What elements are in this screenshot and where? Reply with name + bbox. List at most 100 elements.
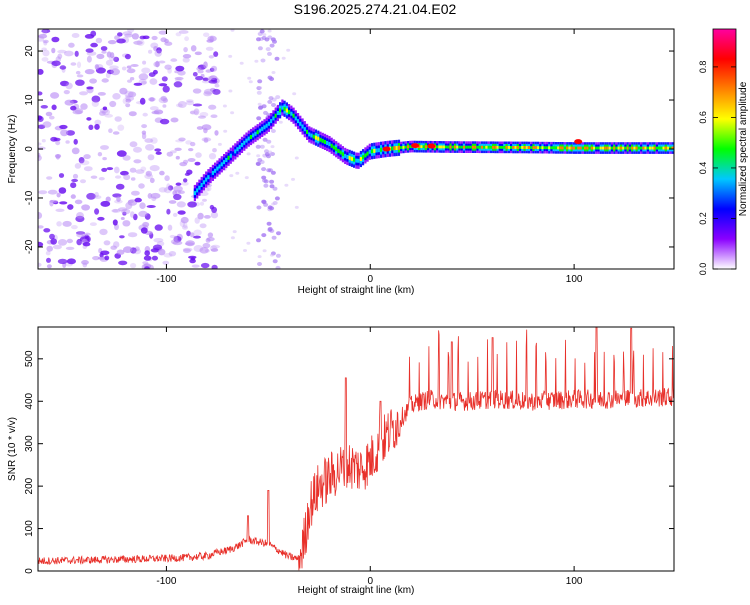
noise-speckle — [57, 53, 63, 60]
ridge-core — [301, 124, 304, 129]
noise-speckle — [178, 30, 189, 34]
ridge-core — [498, 145, 501, 149]
noise-speckle — [159, 170, 165, 176]
noise-speckle — [46, 257, 51, 263]
noise-speckle — [208, 104, 217, 110]
noise-speckle — [127, 232, 138, 238]
noise-speckle — [106, 51, 112, 58]
noise-speckle — [125, 95, 135, 102]
noise-speckle — [176, 103, 183, 108]
noise-speckle — [257, 31, 263, 36]
noise-speckle — [210, 114, 218, 118]
noise-speckle — [172, 212, 178, 217]
noise-speckle — [125, 202, 133, 210]
ridge-core — [487, 145, 490, 149]
noise-speckle — [122, 31, 133, 36]
noise-speckle — [58, 173, 65, 178]
noise-speckle — [66, 238, 74, 244]
ridge-core — [355, 158, 358, 163]
noise-speckle — [66, 258, 76, 265]
noise-speckle — [204, 215, 211, 219]
noise-speckle — [260, 58, 266, 63]
ridge-core — [341, 152, 344, 157]
noise-speckle — [131, 190, 140, 196]
noise-speckle — [147, 193, 153, 199]
noise-speckle — [184, 36, 190, 42]
ridge-core — [366, 151, 369, 156]
noise-speckle — [118, 260, 128, 266]
noise-speckle — [112, 208, 119, 213]
noise-speckle — [268, 96, 274, 101]
noise-speckle — [147, 154, 155, 161]
ridge-core — [557, 146, 560, 150]
ridge-core — [247, 136, 250, 141]
noise-speckle — [46, 245, 53, 252]
ridge-core — [276, 111, 279, 115]
noise-speckle — [42, 121, 52, 128]
noise-speckle — [154, 148, 162, 152]
noise-speckle — [156, 47, 162, 54]
noise-speckle — [132, 248, 142, 255]
noise-speckle — [153, 238, 164, 243]
noise-speckle — [67, 204, 74, 210]
noise-speckle — [100, 250, 110, 256]
noise-speckle — [163, 186, 172, 194]
ridge-core — [460, 145, 463, 149]
noise-speckle — [75, 79, 85, 86]
ridge-core — [660, 146, 663, 150]
noise-speckle — [133, 159, 142, 164]
colorbar-tick-label: 0.6 — [698, 111, 708, 124]
noise-speckle — [65, 82, 73, 90]
ridge-core — [238, 145, 241, 150]
noise-speckle — [97, 92, 106, 96]
noise-speckle — [42, 49, 50, 57]
noise-speckle — [89, 222, 97, 227]
noise-speckle — [212, 148, 217, 153]
noise-speckle — [68, 42, 75, 48]
noise-speckle — [38, 91, 43, 96]
noise-speckle — [70, 62, 77, 66]
noise-speckle — [175, 155, 180, 160]
noise-speckle — [142, 261, 149, 265]
ridge-core — [297, 119, 300, 124]
noise-speckle — [163, 253, 173, 258]
noise-speckle — [94, 195, 102, 200]
noise-speckle — [122, 220, 131, 227]
noise-speckle — [175, 65, 185, 72]
noise-speckle — [149, 78, 158, 85]
noise-speckle — [100, 200, 111, 207]
noise-speckle — [80, 103, 88, 110]
noise-speckle — [78, 157, 85, 164]
noise-speckle — [268, 150, 273, 154]
snr-ylabel: SNR (10 * v/v) — [7, 417, 18, 481]
noise-speckle — [51, 36, 60, 43]
ridge-core — [249, 135, 253, 139]
noise-speckle — [267, 51, 272, 56]
ridge-core — [597, 146, 600, 150]
ridge-core — [480, 145, 484, 149]
noise-speckle — [74, 163, 82, 169]
noise-speckle — [191, 264, 200, 268]
noise-speckle — [111, 209, 121, 213]
ridge-core — [330, 143, 333, 148]
noise-speckle — [59, 124, 68, 130]
ridge-core — [306, 129, 309, 134]
noise-speckle — [256, 154, 261, 158]
ridge-core — [310, 133, 313, 138]
ridge-core — [543, 146, 546, 150]
noise-speckle — [112, 219, 118, 226]
noise-speckle — [133, 146, 142, 153]
colorbar-frame — [712, 28, 737, 270]
noise-speckle — [91, 95, 101, 103]
noise-speckle — [86, 55, 92, 63]
noise-speckle — [114, 166, 120, 174]
noise-speckle — [141, 81, 147, 85]
noise-speckle — [181, 181, 189, 186]
noise-speckle — [259, 29, 265, 34]
noise-speckle — [139, 202, 146, 209]
ridge-core — [261, 126, 264, 131]
ridge-core — [662, 146, 665, 150]
noise-speckle — [40, 105, 48, 109]
ridge-core — [258, 128, 262, 133]
